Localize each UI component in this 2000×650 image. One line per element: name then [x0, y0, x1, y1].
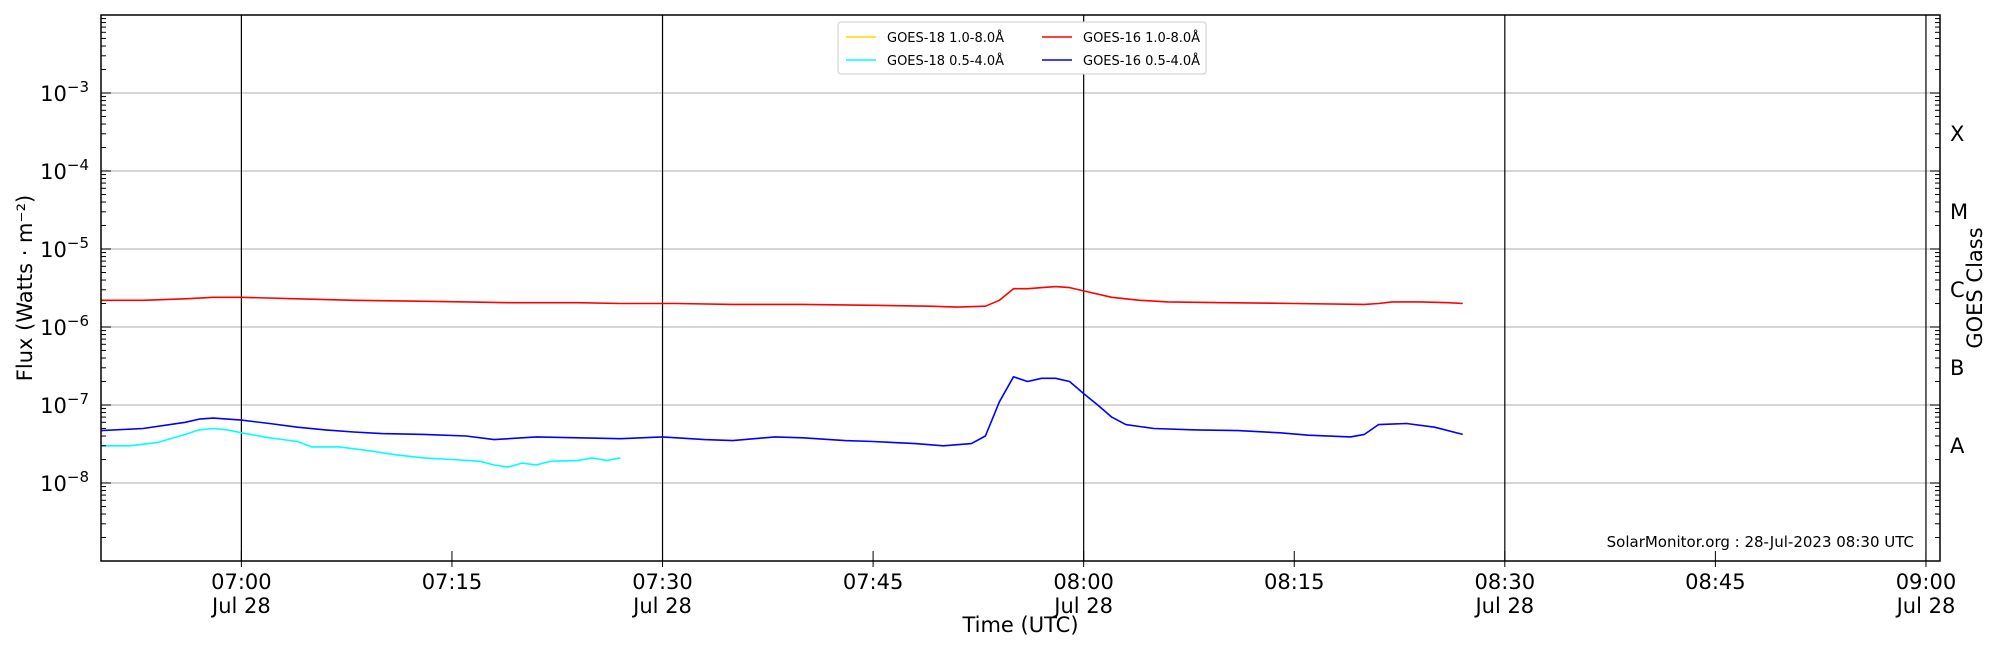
- x-tick-date: Jul 28: [210, 594, 271, 618]
- x-tick-label: 07:45: [843, 570, 904, 594]
- legend: GOES-18 1.0-8.0Å GOES-18 0.5-4.0Å GOES-16 …: [837, 21, 1207, 75]
- x-axis-title: Time (UTC): [961, 613, 1078, 637]
- right-axis-title: GOES Class: [1963, 227, 1987, 348]
- y-tick-label: 10−7: [40, 390, 89, 418]
- series-line: [100, 376, 1463, 447]
- plot-frame: [100, 14, 1941, 562]
- y-tick-labels: 10−8 10−7 10−6 10−5 10−4 10−3: [40, 78, 89, 496]
- x-tick-date: Jul 28: [1473, 594, 1534, 618]
- series-line: [101, 427, 621, 468]
- x-tick-date: Jul 28: [1052, 594, 1113, 618]
- source-annotation: SolarMonitor.org : 28-Jul-2023 08:30 UTC: [1607, 533, 1914, 551]
- goes-class-label: A: [1950, 434, 1965, 458]
- goes-class-label: C: [1950, 278, 1965, 302]
- y-axis-title: Flux (Watts · m⁻²): [13, 195, 37, 381]
- x-tick-label: 09:00: [1896, 570, 1957, 594]
- y-tick-label: 10−3: [40, 78, 89, 106]
- legend-label: GOES-18 1.0-8.0Å: [887, 30, 1004, 46]
- x-tick-label: 07:30: [632, 570, 693, 594]
- goes-class-label: X: [1950, 122, 1964, 146]
- x-tick-label: 08:00: [1053, 570, 1114, 594]
- legend-label: GOES-18 0.5-4.0Å: [887, 53, 1004, 69]
- y-tick-label: 10−8: [40, 468, 89, 496]
- y-tick-label: 10−6: [40, 312, 89, 340]
- axis-ticks: [101, 18, 1940, 567]
- legend-label: GOES-16 1.0-8.0Å: [1083, 30, 1200, 46]
- y-tick-label: 10−4: [40, 156, 89, 184]
- series-line: [101, 285, 1463, 308]
- grid-lines: [101, 92, 1940, 484]
- x-tick-label: 08:15: [1264, 570, 1325, 594]
- x-tick-date: Jul 28: [1895, 594, 1956, 618]
- x-tick-label: 08:45: [1685, 570, 1746, 594]
- x-tick-label: 07:00: [211, 570, 272, 594]
- goes-class-labels: A B C M X: [1950, 122, 1968, 458]
- day-hour-markers: [240, 15, 1927, 561]
- goes-class-label: B: [1950, 356, 1964, 380]
- goes-class-label: M: [1950, 200, 1968, 224]
- flux-series: [100, 285, 1463, 468]
- x-tick-label: 07:15: [422, 570, 483, 594]
- x-tick-label: 08:30: [1475, 570, 1536, 594]
- legend-box: [837, 21, 1207, 75]
- x-tick-date: Jul 28: [631, 594, 692, 618]
- legend-label: GOES-16 0.5-4.0Å: [1083, 53, 1200, 69]
- y-tick-label: 10−5: [40, 234, 89, 262]
